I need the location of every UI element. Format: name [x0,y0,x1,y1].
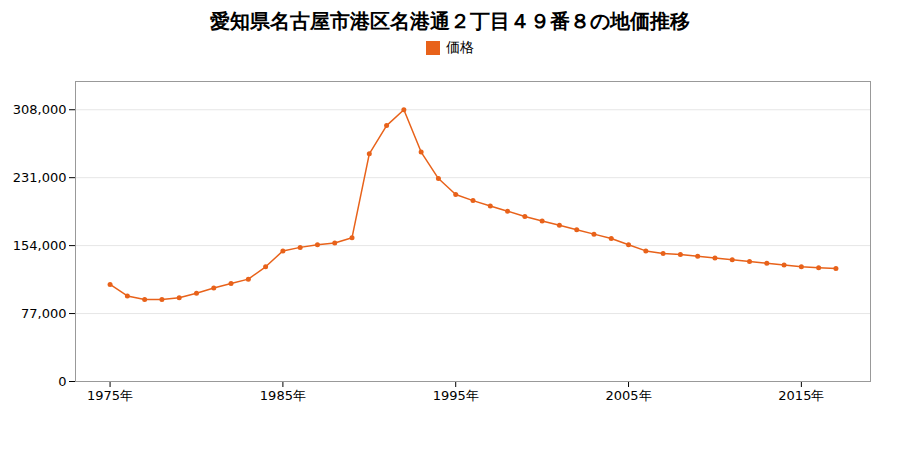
svg-text:77,000: 77,000 [21,306,67,321]
svg-text:1985年: 1985年 [260,388,306,403]
html-text:価格: 価格 [446,39,474,55]
svg-text:0: 0 [58,374,66,389]
html-text:愛知県名古屋市港区名港通２丁目４９番８の地価推移: 愛知県名古屋市港区名港通２丁目４９番８の地価推移 [210,9,690,33]
svg-text:154,000: 154,000 [13,238,67,253]
svg-text:1995年: 1995年 [433,388,479,403]
svg-text:308,000: 308,000 [13,102,67,117]
svg-text:2005年: 2005年 [605,388,651,403]
svg-text:1975年: 1975年 [87,388,133,403]
svg-text:231,000: 231,000 [13,170,67,185]
svg-text:2015年: 2015年 [778,388,824,403]
